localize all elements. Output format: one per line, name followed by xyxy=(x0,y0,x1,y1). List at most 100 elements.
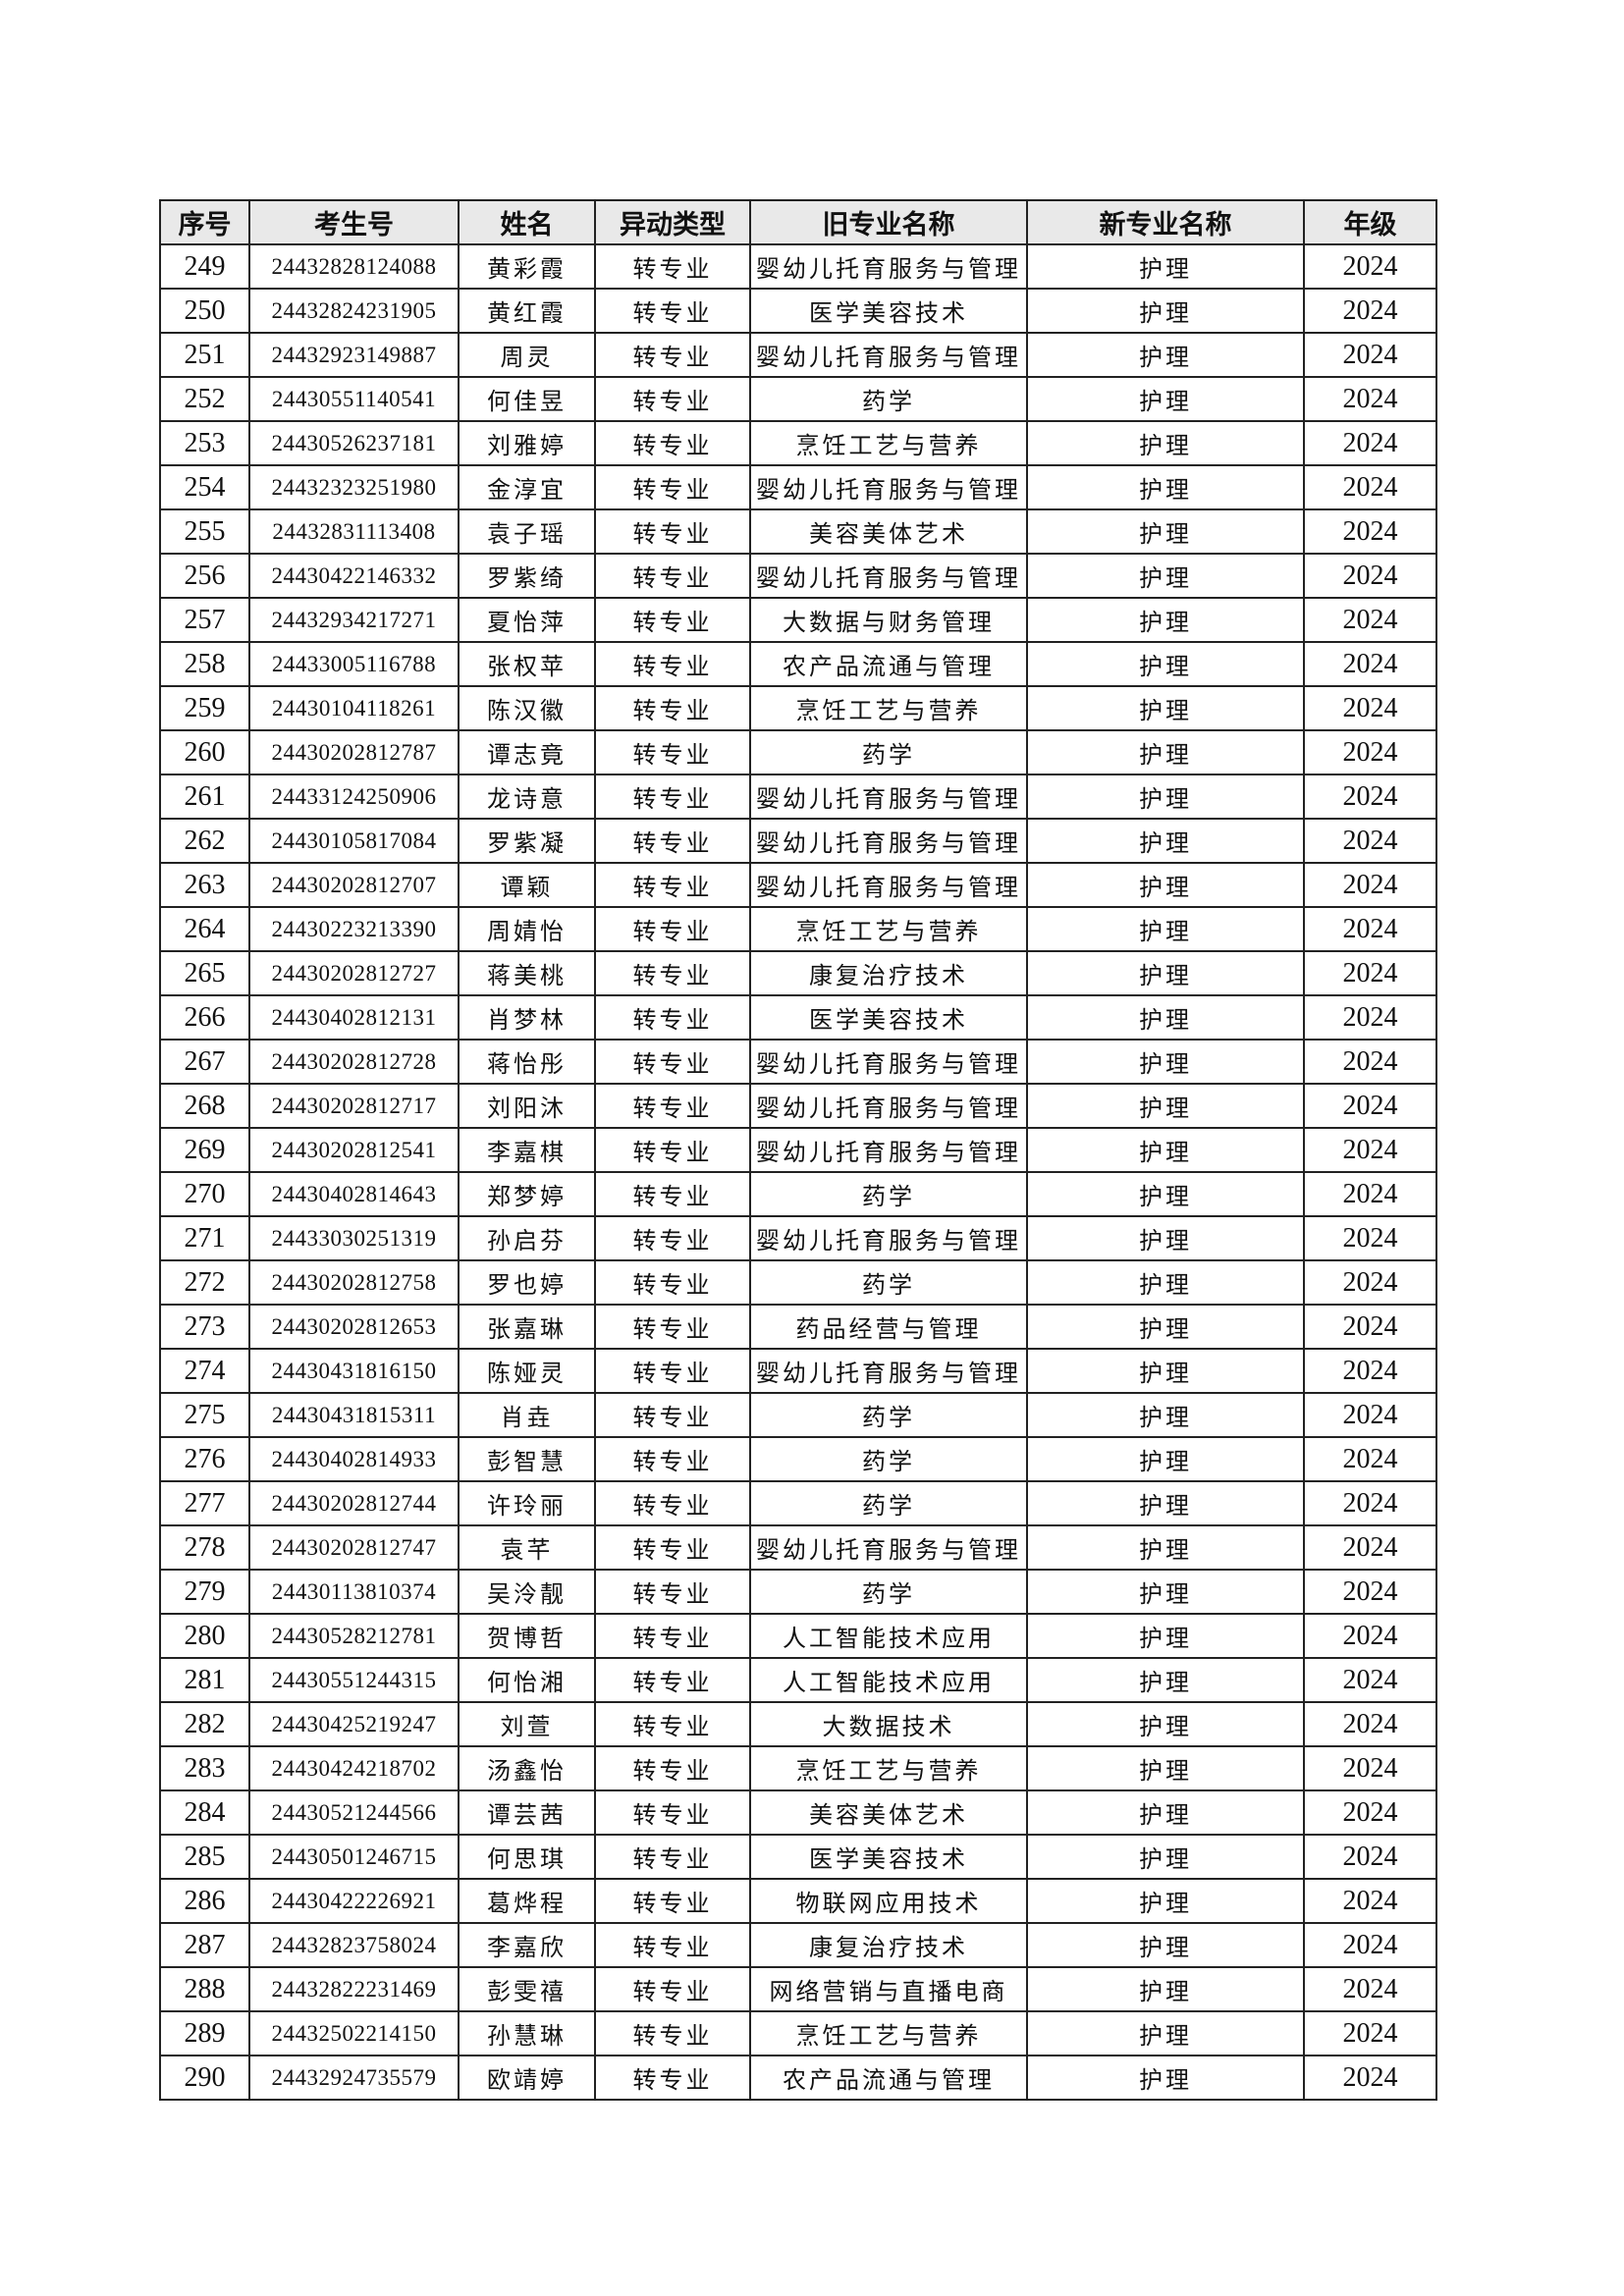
cell-change-type: 转专业 xyxy=(594,1436,751,1482)
cell-change-type: 转专业 xyxy=(594,1524,751,1571)
header-old-major: 旧专业名称 xyxy=(749,199,1028,245)
cell-new-major: 护理 xyxy=(1026,1613,1305,1659)
cell-grade: 2024 xyxy=(1303,2055,1437,2101)
cell-new-major: 护理 xyxy=(1026,1966,1305,2012)
cell-old-major: 康复治疗技术 xyxy=(749,950,1028,996)
cell-change-type: 转专业 xyxy=(594,1922,751,1968)
cell-exam-id: 24430431815311 xyxy=(248,1392,460,1438)
cell-name: 何思琪 xyxy=(458,1834,596,1880)
cell-seq: 277 xyxy=(159,1480,250,1526)
cell-grade: 2024 xyxy=(1303,1304,1437,1350)
table-row: 286 24430422226921 葛烨程 转专业 物联网应用技术 护理 2024 xyxy=(159,1878,1437,1924)
table-row: 288 24432822231469 彭雯禧 转专业 网络营销与直播电商 护理 2024 xyxy=(159,1966,1437,2012)
header-new-major: 新专业名称 xyxy=(1026,199,1305,245)
cell-grade: 2024 xyxy=(1303,508,1437,555)
cell-name: 何佳昱 xyxy=(458,376,596,422)
cell-change-type: 转专业 xyxy=(594,1259,751,1306)
cell-grade: 2024 xyxy=(1303,641,1437,687)
cell-seq: 284 xyxy=(159,1789,250,1836)
cell-seq: 260 xyxy=(159,729,250,775)
cell-grade: 2024 xyxy=(1303,420,1437,466)
cell-seq: 278 xyxy=(159,1524,250,1571)
cell-seq: 275 xyxy=(159,1392,250,1438)
cell-change-type: 转专业 xyxy=(594,1789,751,1836)
cell-new-major: 护理 xyxy=(1026,685,1305,731)
cell-exam-id: 24430202812717 xyxy=(248,1083,460,1129)
cell-name: 贺博哲 xyxy=(458,1613,596,1659)
cell-change-type: 转专业 xyxy=(594,332,751,378)
cell-old-major: 烹饪工艺与营养 xyxy=(749,906,1028,952)
cell-exam-id: 24430422226921 xyxy=(248,1878,460,1924)
cell-old-major: 大数据与财务管理 xyxy=(749,597,1028,643)
cell-name: 张嘉琳 xyxy=(458,1304,596,1350)
cell-grade: 2024 xyxy=(1303,818,1437,864)
cell-grade: 2024 xyxy=(1303,1524,1437,1571)
cell-exam-id: 24430202812541 xyxy=(248,1127,460,1173)
header-change-type: 异动类型 xyxy=(594,199,751,245)
cell-old-major: 康复治疗技术 xyxy=(749,1922,1028,1968)
cell-seq: 253 xyxy=(159,420,250,466)
table-row: 258 24433005116788 张权苹 转专业 农产品流通与管理 护理 2024 xyxy=(159,641,1437,687)
table-row: 256 24430422146332 罗紫绮 转专业 婴幼儿托育服务与管理 护理 2024 xyxy=(159,553,1437,599)
cell-name: 陈娅灵 xyxy=(458,1348,596,1394)
table-row: 261 24433124250906 龙诗意 转专业 婴幼儿托育服务与管理 护理 2024 xyxy=(159,774,1437,820)
cell-exam-id: 24432828124088 xyxy=(248,243,460,290)
cell-exam-id: 24430424218702 xyxy=(248,1745,460,1791)
cell-change-type: 转专业 xyxy=(594,1304,751,1350)
cell-exam-id: 24432923149887 xyxy=(248,332,460,378)
cell-seq: 281 xyxy=(159,1657,250,1703)
table-row: 273 24430202812653 张嘉琳 转专业 药品经营与管理 护理 2024 xyxy=(159,1304,1437,1350)
cell-exam-id: 24430104118261 xyxy=(248,685,460,731)
table-row: 290 24432924735579 欧靖婷 转专业 农产品流通与管理 护理 2024 xyxy=(159,2055,1437,2101)
cell-new-major: 护理 xyxy=(1026,994,1305,1041)
cell-seq: 252 xyxy=(159,376,250,422)
cell-old-major: 药品经营与管理 xyxy=(749,1304,1028,1350)
cell-grade: 2024 xyxy=(1303,729,1437,775)
cell-seq: 266 xyxy=(159,994,250,1041)
cell-name: 彭雯禧 xyxy=(458,1966,596,2012)
cell-exam-id: 24430202812727 xyxy=(248,950,460,996)
cell-exam-id: 24430526237181 xyxy=(248,420,460,466)
cell-grade: 2024 xyxy=(1303,774,1437,820)
cell-change-type: 转专业 xyxy=(594,508,751,555)
cell-new-major: 护理 xyxy=(1026,729,1305,775)
cell-change-type: 转专业 xyxy=(594,1215,751,1261)
table-row: 266 24430402812131 肖梦林 转专业 医学美容技术 护理 2024 xyxy=(159,994,1437,1041)
cell-old-major: 美容美体艺术 xyxy=(749,508,1028,555)
cell-exam-id: 24430223213390 xyxy=(248,906,460,952)
cell-old-major: 医学美容技术 xyxy=(749,288,1028,334)
cell-old-major: 药学 xyxy=(749,1480,1028,1526)
cell-seq: 268 xyxy=(159,1083,250,1129)
cell-exam-id: 24430105817084 xyxy=(248,818,460,864)
cell-seq: 251 xyxy=(159,332,250,378)
cell-exam-id: 24430202812744 xyxy=(248,1480,460,1526)
cell-grade: 2024 xyxy=(1303,464,1437,510)
cell-new-major: 护理 xyxy=(1026,1039,1305,1085)
cell-new-major: 护理 xyxy=(1026,1657,1305,1703)
cell-seq: 287 xyxy=(159,1922,250,1968)
table-row: 263 24430202812707 谭颖 转专业 婴幼儿托育服务与管理 护理 2024 xyxy=(159,862,1437,908)
cell-old-major: 婴幼儿托育服务与管理 xyxy=(749,1348,1028,1394)
cell-name: 肖垚 xyxy=(458,1392,596,1438)
table-row: 283 24430424218702 汤鑫怡 转专业 烹饪工艺与营养 护理 2024 xyxy=(159,1745,1437,1791)
table-row: 278 24430202812747 袁芊 转专业 婴幼儿托育服务与管理 护理 2024 xyxy=(159,1524,1437,1571)
table-row: 271 24433030251319 孙启芬 转专业 婴幼儿托育服务与管理 护理 2024 xyxy=(159,1215,1437,1261)
cell-exam-id: 24433005116788 xyxy=(248,641,460,687)
cell-exam-id: 24430202812653 xyxy=(248,1304,460,1350)
cell-name: 罗紫凝 xyxy=(458,818,596,864)
cell-new-major: 护理 xyxy=(1026,1392,1305,1438)
cell-name: 黄红霞 xyxy=(458,288,596,334)
cell-seq: 259 xyxy=(159,685,250,731)
cell-change-type: 转专业 xyxy=(594,1569,751,1615)
cell-grade: 2024 xyxy=(1303,1039,1437,1085)
cell-new-major: 护理 xyxy=(1026,1083,1305,1129)
cell-new-major: 护理 xyxy=(1026,1348,1305,1394)
cell-grade: 2024 xyxy=(1303,1392,1437,1438)
cell-name: 蒋怡彤 xyxy=(458,1039,596,1085)
cell-name: 袁芊 xyxy=(458,1524,596,1571)
table-row: 251 24432923149887 周灵 转专业 婴幼儿托育服务与管理 护理 2024 xyxy=(159,332,1437,378)
cell-grade: 2024 xyxy=(1303,1745,1437,1791)
cell-change-type: 转专业 xyxy=(594,2010,751,2056)
cell-old-major: 药学 xyxy=(749,1569,1028,1615)
cell-seq: 261 xyxy=(159,774,250,820)
